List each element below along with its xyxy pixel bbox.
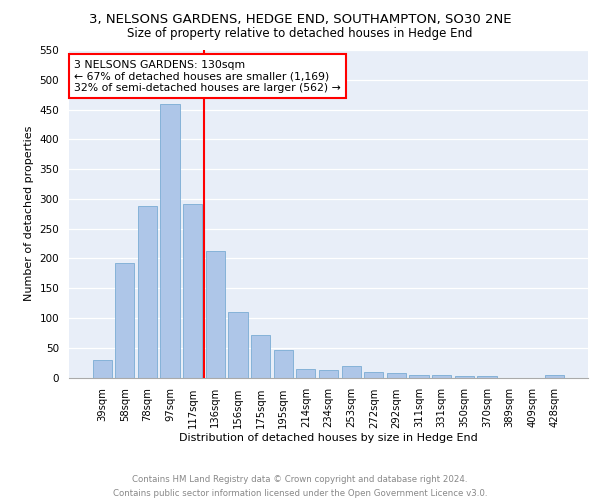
Bar	[251, 334, 270, 378]
Bar	[341, 366, 361, 378]
Bar	[545, 374, 565, 378]
Bar	[274, 350, 293, 378]
Bar	[138, 206, 157, 378]
Bar	[160, 104, 180, 378]
X-axis label: Distribution of detached houses by size in Hedge End: Distribution of detached houses by size …	[179, 433, 478, 443]
Bar	[477, 376, 497, 378]
Bar	[296, 368, 316, 378]
Bar	[319, 370, 338, 378]
Bar	[183, 204, 202, 378]
Bar	[92, 360, 112, 378]
Bar	[364, 372, 383, 378]
Bar	[387, 372, 406, 378]
Y-axis label: Number of detached properties: Number of detached properties	[24, 126, 34, 302]
Bar	[115, 263, 134, 378]
Bar	[455, 376, 474, 378]
Text: 3 NELSONS GARDENS: 130sqm
← 67% of detached houses are smaller (1,169)
32% of se: 3 NELSONS GARDENS: 130sqm ← 67% of detac…	[74, 60, 341, 93]
Text: 3, NELSONS GARDENS, HEDGE END, SOUTHAMPTON, SO30 2NE: 3, NELSONS GARDENS, HEDGE END, SOUTHAMPT…	[89, 12, 511, 26]
Text: Contains HM Land Registry data © Crown copyright and database right 2024.
Contai: Contains HM Land Registry data © Crown c…	[113, 476, 487, 498]
Bar	[432, 375, 451, 378]
Bar	[409, 374, 428, 378]
Bar	[206, 250, 225, 378]
Bar	[229, 312, 248, 378]
Text: Size of property relative to detached houses in Hedge End: Size of property relative to detached ho…	[127, 28, 473, 40]
